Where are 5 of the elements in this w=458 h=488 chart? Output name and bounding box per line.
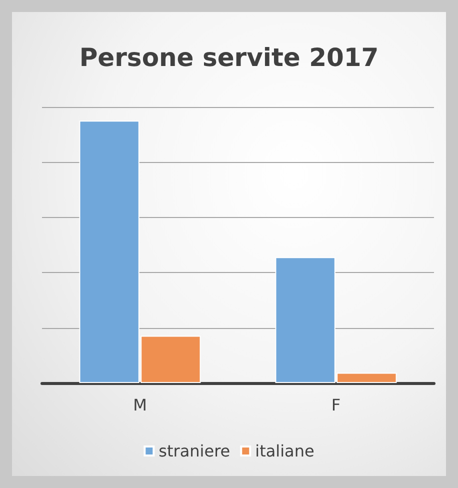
- legend-label: straniere: [158, 442, 230, 460]
- x-tick-label: F: [331, 396, 341, 414]
- chart-title: Persone servite 2017: [79, 43, 379, 72]
- x-tick-label: M: [133, 396, 147, 414]
- legend-label: italiane: [255, 442, 314, 460]
